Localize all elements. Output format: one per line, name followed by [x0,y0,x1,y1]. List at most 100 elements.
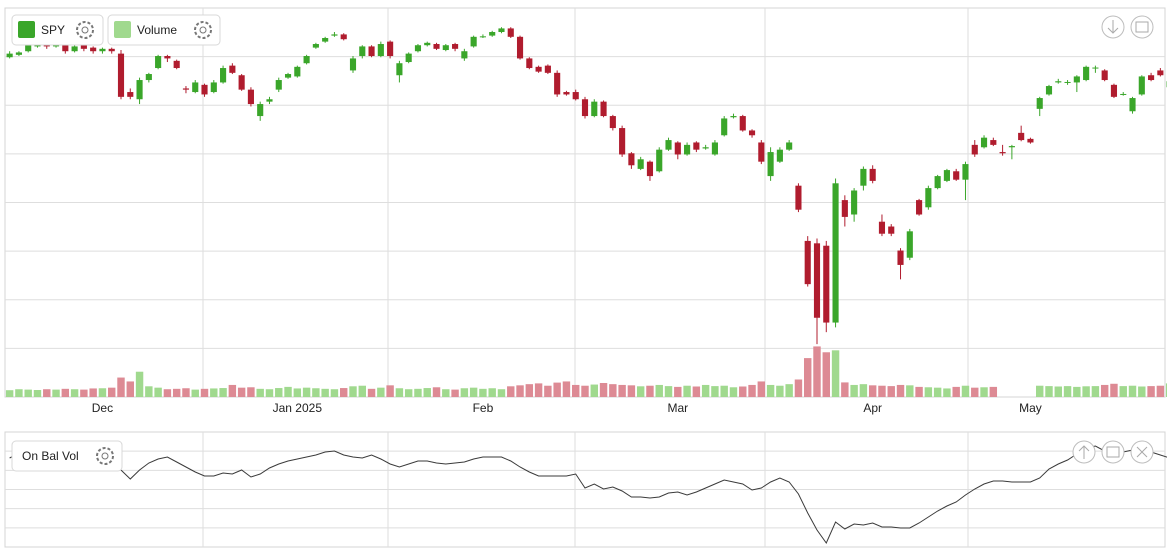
volume-bar [1073,386,1081,397]
volume-bar [1054,386,1062,397]
volume-bar [442,389,450,397]
candle-body [869,168,876,181]
candle-body [906,231,913,258]
settings-icon[interactable] [96,447,114,465]
legend-box[interactable] [107,14,221,46]
candle-body [786,142,793,150]
move-up-button[interactable] [1072,440,1096,464]
volume-bar [906,385,914,397]
volume-bar [377,387,385,397]
volume-bar [432,387,441,397]
candle-body [572,92,579,100]
volume-bar [878,385,886,397]
candle-body [164,56,171,59]
candle-body [1101,70,1108,81]
settings-icon[interactable] [76,21,94,39]
candle-body [693,142,700,150]
candle-body [832,183,839,323]
candle-body [656,149,663,172]
volume-bar [145,386,153,397]
volume-bar [757,381,766,397]
volume-bar [43,389,51,397]
volume-bar [349,386,357,397]
legend-spy[interactable]: SPY [11,14,104,46]
candle-body [489,32,496,36]
candle-body [841,200,848,217]
candle-body [452,44,459,49]
candle-body [155,56,162,69]
legend-obv[interactable]: On Bal Vol [11,440,123,472]
volume-bar [516,385,524,397]
candle-body [1027,138,1034,143]
volume-bar [200,388,209,397]
volume-bar [497,389,506,397]
volume-bar [525,384,534,397]
volume-bar [61,388,70,397]
candle-body [145,74,152,81]
candle-body [971,144,978,155]
candle-body [294,66,301,77]
volume-bar [627,385,636,397]
candle-body [646,161,654,177]
candle-body [210,82,217,93]
volume-bar [488,388,496,397]
candle-body [758,142,765,162]
volume-bar [804,358,812,397]
volume-bar [943,388,951,397]
volume-bar [275,388,283,397]
settings-icon[interactable] [194,21,212,39]
volume-bar [590,384,598,397]
volume-bar [265,389,274,397]
candle-body [823,245,830,323]
candle-body [1018,132,1025,141]
legend-box[interactable] [11,440,123,472]
volume-bar [237,387,246,397]
volume-bar [887,386,895,397]
volume-bar [404,389,413,397]
volume-bar [70,389,79,397]
volume-bar [154,387,162,397]
legend-volume[interactable]: Volume [107,14,221,46]
volume-bar [961,385,970,397]
candle-body [767,152,774,177]
maximize-button[interactable] [1101,440,1125,464]
candle-body [461,51,468,59]
maximize-button[interactable] [1130,15,1154,39]
volume-bar [1147,386,1155,397]
candle-body [479,36,486,38]
volume-bar [562,381,571,397]
volume-bar [664,386,673,397]
volume-bar [1138,386,1146,397]
candle-body [470,36,477,47]
volume-bar [24,389,32,397]
candle-body [322,38,329,42]
volume-bar [367,388,376,397]
volume-bar [850,384,858,397]
candle-body [980,137,988,148]
volume-bar [126,381,134,397]
obv-line [9,445,1167,545]
volume-bar [460,388,469,397]
candle-body [535,66,542,72]
volume-bar [386,385,394,397]
legend-swatch [114,21,131,38]
volume-bar [831,350,840,397]
candle-body [851,190,858,215]
volume-bar [89,388,97,397]
volume-bar [794,379,803,397]
legend-label: On Bal Vol [22,449,79,463]
close-button[interactable] [1130,440,1154,464]
volume-bar [312,388,320,397]
volume-bar [896,384,905,397]
move-down-button[interactable] [1101,15,1125,39]
x-tick-label: Apr [863,401,882,415]
candle-body [247,89,254,105]
candle-body [424,42,431,46]
candle-body [711,142,718,155]
candle-body [349,58,357,71]
candle-body [628,153,635,166]
volume-bar [1110,383,1118,397]
candle-body [739,116,746,131]
candle-body [99,48,106,52]
candle-body [229,65,236,73]
